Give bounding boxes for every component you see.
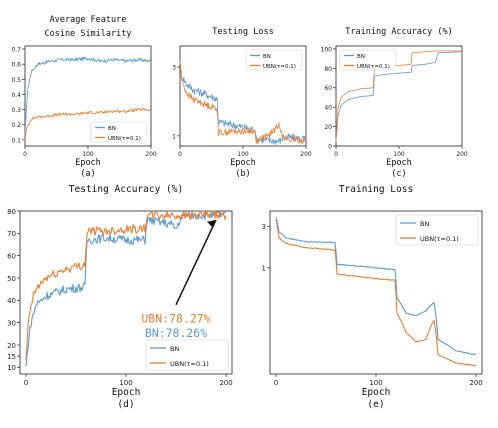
x-tick-label: 100 (82, 151, 94, 158)
y-tick-label: 40 (7, 297, 16, 305)
x-tick-label: 0 (24, 379, 28, 387)
y-tick-label: 20 (7, 342, 16, 350)
y-tick-label: 0.2 (11, 122, 21, 129)
y-tick-label: 0.3 (11, 107, 21, 114)
legend-label: UBN(τ=0.1) (108, 136, 141, 142)
y-tick-label: 30 (7, 319, 16, 327)
x-tick-label: 100 (119, 379, 132, 387)
series-line-bn (25, 210, 227, 367)
series-line-ubn (179, 61, 307, 145)
y-tick-label: 80 (7, 208, 16, 216)
annotation-arrowhead (207, 219, 216, 228)
series-line-ubn (24, 107, 152, 141)
chart-d: Testing Accuracy (%) 0 100 200 10 20 30 40 50 60 7… (7, 184, 233, 410)
y-tick-label: 0.5 (11, 77, 21, 84)
legend-label: BN (108, 126, 116, 132)
chart-title: Average Feature (50, 15, 127, 25)
y-tick-label: 60 (324, 85, 332, 92)
series-line-bn (335, 51, 463, 143)
subfigure-caption: (d) (117, 399, 134, 410)
x-tick-label: 0 (23, 151, 27, 158)
legend: BN UBN(τ=0.1) (145, 339, 229, 371)
x-tick-label: 0 (274, 379, 278, 387)
x-tick-label: 0 (178, 151, 182, 158)
subfigure-caption: (a) (80, 169, 95, 179)
x-tick-label: 100 (369, 379, 382, 387)
y-tick-label: 80 (324, 66, 332, 73)
x-tick-label: 200 (145, 151, 157, 158)
legend-label: BN (263, 54, 271, 60)
y-tick-label: 40 (324, 105, 332, 112)
x-tick-label: 100 (393, 151, 405, 158)
x-tick-label: 200 (219, 379, 232, 387)
subfigure-caption: (b) (235, 169, 250, 179)
annotation-bn: BN:78.26% (145, 326, 207, 340)
x-tick-label: 0 (334, 151, 338, 158)
x-axis-label: Epoch (386, 158, 412, 168)
chart-title: Testing Loss (212, 27, 273, 37)
y-tick-label: 20 (324, 124, 332, 131)
y-tick-label: 0.1 (11, 137, 21, 144)
x-axis-label: Epoch (75, 158, 101, 168)
x-tick-label: 200 (456, 151, 468, 158)
annotation-arrow (175, 219, 217, 306)
chart-title: Training Accuracy (%) (345, 27, 452, 37)
legend: BN UBN(τ=0.1) (90, 121, 148, 143)
chart-b: Testing Loss 0 100 200 1 3 Epoch(b) BN UBN(τ=0.1… (172, 27, 312, 179)
legend-label: UBN(τ=0.1) (357, 64, 390, 70)
legend-label: UBN(τ=0.1) (420, 235, 459, 243)
legend-label: BN (170, 345, 179, 353)
y-tick-label: 3 (172, 65, 176, 72)
y-tick-label: 15 (7, 353, 16, 361)
subfigure-caption: (e) (367, 399, 384, 410)
chart-title: Testing Accuracy (%) (69, 184, 183, 195)
series-line-bn (24, 56, 152, 136)
x-axis-label: Epoch (112, 387, 141, 398)
legend-label: UBN(τ=0.1) (170, 360, 209, 368)
series-line-ubn (275, 219, 476, 367)
subfigure-caption: (c) (391, 169, 406, 179)
chart-a: Average Feature Cosine Similarity 0 100 200 0… (11, 15, 156, 179)
legend: BN UBN(τ=0.1) (245, 49, 303, 71)
x-tick-label: 200 (469, 379, 482, 387)
x-tick-label: 100 (237, 151, 249, 158)
y-tick-label: 60 (7, 252, 16, 260)
y-tick-label: 1 (262, 265, 266, 273)
series-line-ubn (25, 210, 227, 360)
y-tick-label: 0.7 (11, 46, 21, 53)
y-tick-label: 100 (321, 46, 333, 53)
series-line-ubn (335, 50, 462, 143)
y-tick-label: 3 (262, 223, 266, 231)
x-tick-label: 200 (300, 151, 312, 158)
y-tick-label: 0.6 (11, 62, 21, 69)
legend: BN UBN(τ=0.1) (395, 214, 479, 246)
chart-title: Training Loss (339, 184, 413, 195)
y-tick-label: 0 (328, 143, 332, 150)
chart-e: Training Loss 0 100 200 1 3 Epoch(e) BN UBN(τ=0.… (262, 184, 483, 410)
y-tick-label: 10 (7, 364, 16, 372)
legend: BN UBN(τ=0.1) (339, 49, 397, 71)
y-tick-label: 50 (7, 275, 16, 283)
x-axis-label: Epoch (230, 158, 256, 168)
y-tick-label: 0.4 (11, 92, 21, 99)
legend-label: UBN(τ=0.1) (263, 64, 296, 70)
x-axis-label: Epoch (362, 387, 391, 398)
legend-box (395, 214, 479, 246)
chart-c: Training Accuracy (%) 0 100 200 0 20 40 60 80 100… (321, 27, 468, 179)
annotation-ubn: UBN:78.27% (141, 312, 210, 326)
y-tick-label: 70 (7, 230, 16, 238)
chart-title: Cosine Similarity (45, 29, 132, 39)
y-tick-label: 1 (172, 133, 176, 140)
series-line-bn (275, 217, 477, 356)
legend-label: BN (357, 54, 365, 60)
legend-box (145, 339, 229, 371)
legend-label: BN (420, 220, 429, 228)
